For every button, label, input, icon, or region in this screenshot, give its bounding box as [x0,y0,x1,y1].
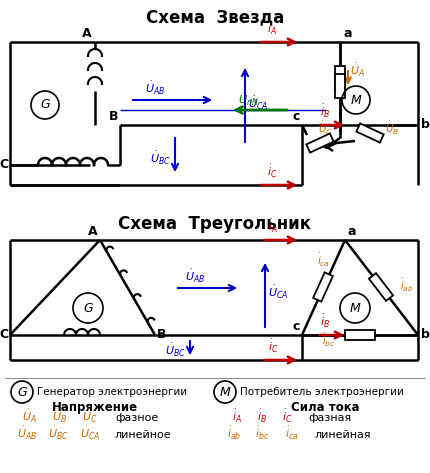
Text: фазное: фазное [115,413,158,423]
Text: Напряжение: Напряжение [52,401,138,413]
Text: $\dot{i}_{ca}$: $\dot{i}_{ca}$ [285,425,299,442]
Text: $\dot{i}_A$: $\dot{i}_A$ [267,20,277,37]
Bar [335,74,345,98]
Text: $\dot{i}_{ab}$: $\dot{i}_{ab}$ [227,425,242,442]
Text: линейное: линейное [115,430,172,440]
Text: линейная: линейная [315,430,372,440]
Text: $\dot{i}_A$: $\dot{i}_A$ [268,218,278,235]
Text: B: B [108,110,118,123]
Text: $\dot{U}_{BC}$: $\dot{U}_{BC}$ [150,150,171,167]
Text: $\dot{i}_{bc}$: $\dot{i}_{bc}$ [255,425,269,442]
Text: $\dot{U}_C$: $\dot{U}_C$ [82,408,98,425]
Text: c: c [293,320,300,333]
Text: $\dot{U}_{AB}$: $\dot{U}_{AB}$ [145,80,166,97]
Text: $\dot{U}_A$: $\dot{U}_A$ [350,61,365,79]
Text: $\dot{U}_{BC}$: $\dot{U}_{BC}$ [48,425,69,442]
Text: C: C [0,158,9,172]
Text: G: G [17,385,27,398]
Text: $\dot{i}_{ab}$: $\dot{i}_{ab}$ [400,277,414,294]
Text: G: G [83,301,93,315]
Text: b: b [421,329,430,342]
Text: Схема  Треугольник: Схема Треугольник [119,215,311,233]
Text: $\dot{U}_{CA}$: $\dot{U}_{CA}$ [248,95,268,112]
Text: $\dot{i}_A$: $\dot{i}_A$ [232,408,242,425]
Text: $\dot{U}_B$: $\dot{U}_B$ [52,408,67,425]
Text: $\dot{i}_C$: $\dot{i}_C$ [268,338,279,355]
Text: G: G [40,98,50,112]
Text: $\dot{i}_C$: $\dot{i}_C$ [267,163,278,180]
Polygon shape [313,272,333,302]
Text: M: M [350,301,360,315]
Text: Генератор электроэнергии: Генератор электроэнергии [37,387,187,397]
Text: $\dot{i}_{bc}$: $\dot{i}_{bc}$ [322,332,335,349]
Text: $\dot{i}_B$: $\dot{i}_B$ [257,408,267,425]
Text: $\dot{U}_{CA}$: $\dot{U}_{CA}$ [268,284,289,301]
Text: $\dot{U}_{CA}$: $\dot{U}_{CA}$ [80,425,101,442]
Text: B: B [157,329,166,342]
Text: b: b [421,119,430,131]
Text: M: M [220,385,230,398]
Text: $\dot{U}_B$: $\dot{U}_B$ [385,120,399,137]
Bar [335,66,345,90]
Text: A: A [83,27,92,40]
Text: A: A [89,225,98,238]
Text: $\dot{i}_B$: $\dot{i}_B$ [320,103,330,120]
Text: a: a [343,27,351,40]
Text: M: M [350,94,361,106]
Text: $\dot{U}_A$: $\dot{U}_A$ [22,408,37,425]
Text: C: C [0,329,9,342]
Text: Схема  Звезда: Схема Звезда [146,8,284,26]
Text: $\dot{U}_{nN}$: $\dot{U}_{nN}$ [238,91,259,108]
Text: фазная: фазная [308,413,351,423]
Text: Потребитель электроэнергии: Потребитель электроэнергии [240,387,404,397]
Polygon shape [306,133,334,153]
Text: Сила тока: Сила тока [291,401,359,413]
Polygon shape [369,273,393,301]
Text: $\dot{U}_{AB}$: $\dot{U}_{AB}$ [185,268,206,285]
Polygon shape [356,123,384,142]
Text: a: a [348,225,356,238]
Bar [345,330,375,340]
Text: $\dot{U}_C$: $\dot{U}_C$ [318,120,333,137]
Text: c: c [293,110,300,123]
Text: $\dot{U}_{AB}$: $\dot{U}_{AB}$ [17,425,37,442]
Text: $\dot{i}_B$: $\dot{i}_B$ [320,313,330,330]
Text: $\dot{U}_{BC}$: $\dot{U}_{BC}$ [165,342,186,359]
Text: $\dot{i}_{ca}$: $\dot{i}_{ca}$ [317,252,330,269]
Text: $\dot{i}_C$: $\dot{i}_C$ [282,408,292,425]
